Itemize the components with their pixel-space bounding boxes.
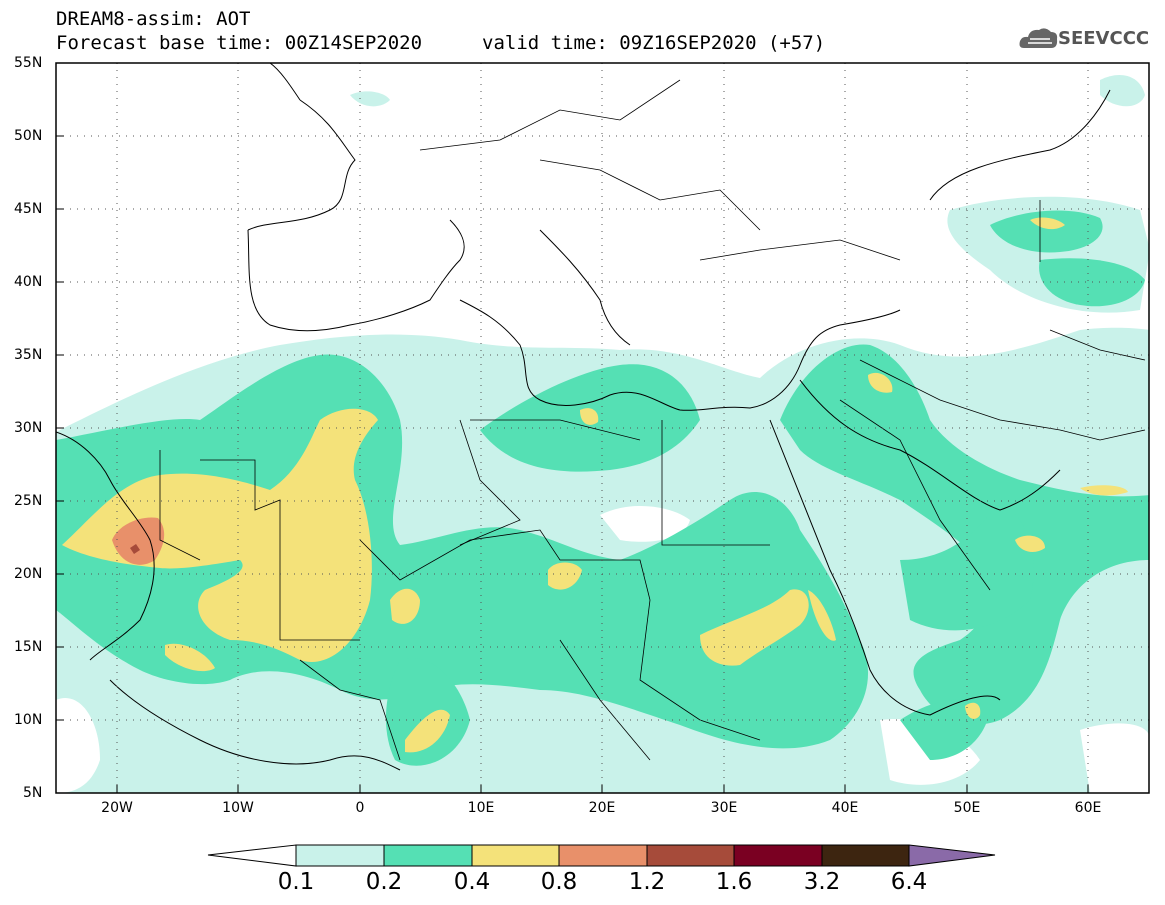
- lon-label: 0: [355, 800, 365, 816]
- colorbar-box: [821, 844, 910, 867]
- lon-label: 10E: [467, 800, 495, 816]
- map-title: DREAM8-assim: AOT: [56, 8, 251, 30]
- lat-label: 55N: [14, 55, 43, 71]
- lat-label: 15N: [14, 639, 43, 655]
- lat-label: 25N: [14, 493, 43, 509]
- colorbar-label: 0.4: [453, 869, 491, 895]
- grid-lines: [56, 63, 1149, 793]
- axis-ticks: [56, 62, 1089, 793]
- lat-label: 35N: [14, 347, 43, 363]
- lon-label: 40E: [831, 800, 859, 816]
- colorbar-label: 0.8: [540, 869, 578, 895]
- colorbar-box: [733, 844, 823, 867]
- colorbar-box: [471, 844, 560, 867]
- lon-label: 30E: [710, 800, 738, 816]
- forecast-base-time: Forecast base time: 00Z14SEP2020: [56, 32, 423, 54]
- colorbar-label: 6.4: [890, 869, 928, 895]
- lat-label: 30N: [14, 420, 43, 436]
- colorbar-box: [383, 844, 473, 867]
- lon-label: 60E: [1074, 800, 1102, 816]
- aot-level-4-areas: [112, 517, 165, 565]
- colorbar-label: 0.1: [277, 869, 315, 895]
- logo-text: SEEVCCC: [1058, 28, 1150, 49]
- lon-label: 50E: [953, 800, 981, 816]
- lon-label: 20W: [101, 800, 133, 816]
- aot-level-3-areas: [62, 217, 1128, 753]
- colorbar-label: 1.6: [715, 869, 753, 895]
- colorbar: [207, 844, 996, 867]
- valid-time: valid time: 09Z16SEP2020 (+57): [482, 32, 826, 54]
- lat-label: 5N: [23, 785, 43, 801]
- lat-label: 45N: [14, 201, 43, 217]
- lat-label: 10N: [14, 712, 43, 728]
- lat-label: 20N: [14, 566, 43, 582]
- lon-label: 20E: [588, 800, 616, 816]
- country-borders: [159, 79, 1146, 761]
- lat-label: 40N: [14, 274, 43, 290]
- colorbar-label: 3.2: [803, 869, 841, 895]
- aot-level-5-areas: [130, 544, 140, 554]
- lat-label: 50N: [14, 128, 43, 144]
- colorbar-label: 1.2: [628, 869, 666, 895]
- colorbar-under-triangle: [207, 844, 297, 867]
- coastlines: [56, 63, 1111, 771]
- colorbar-box: [558, 844, 648, 867]
- colorbar-over-triangle: [908, 844, 996, 867]
- colorbar-label: 0.2: [365, 869, 403, 895]
- cloud-logo-icon: [1019, 28, 1058, 48]
- colorbar-box: [646, 844, 735, 867]
- colorbar-box: [295, 844, 385, 867]
- lon-label: 10W: [222, 800, 254, 816]
